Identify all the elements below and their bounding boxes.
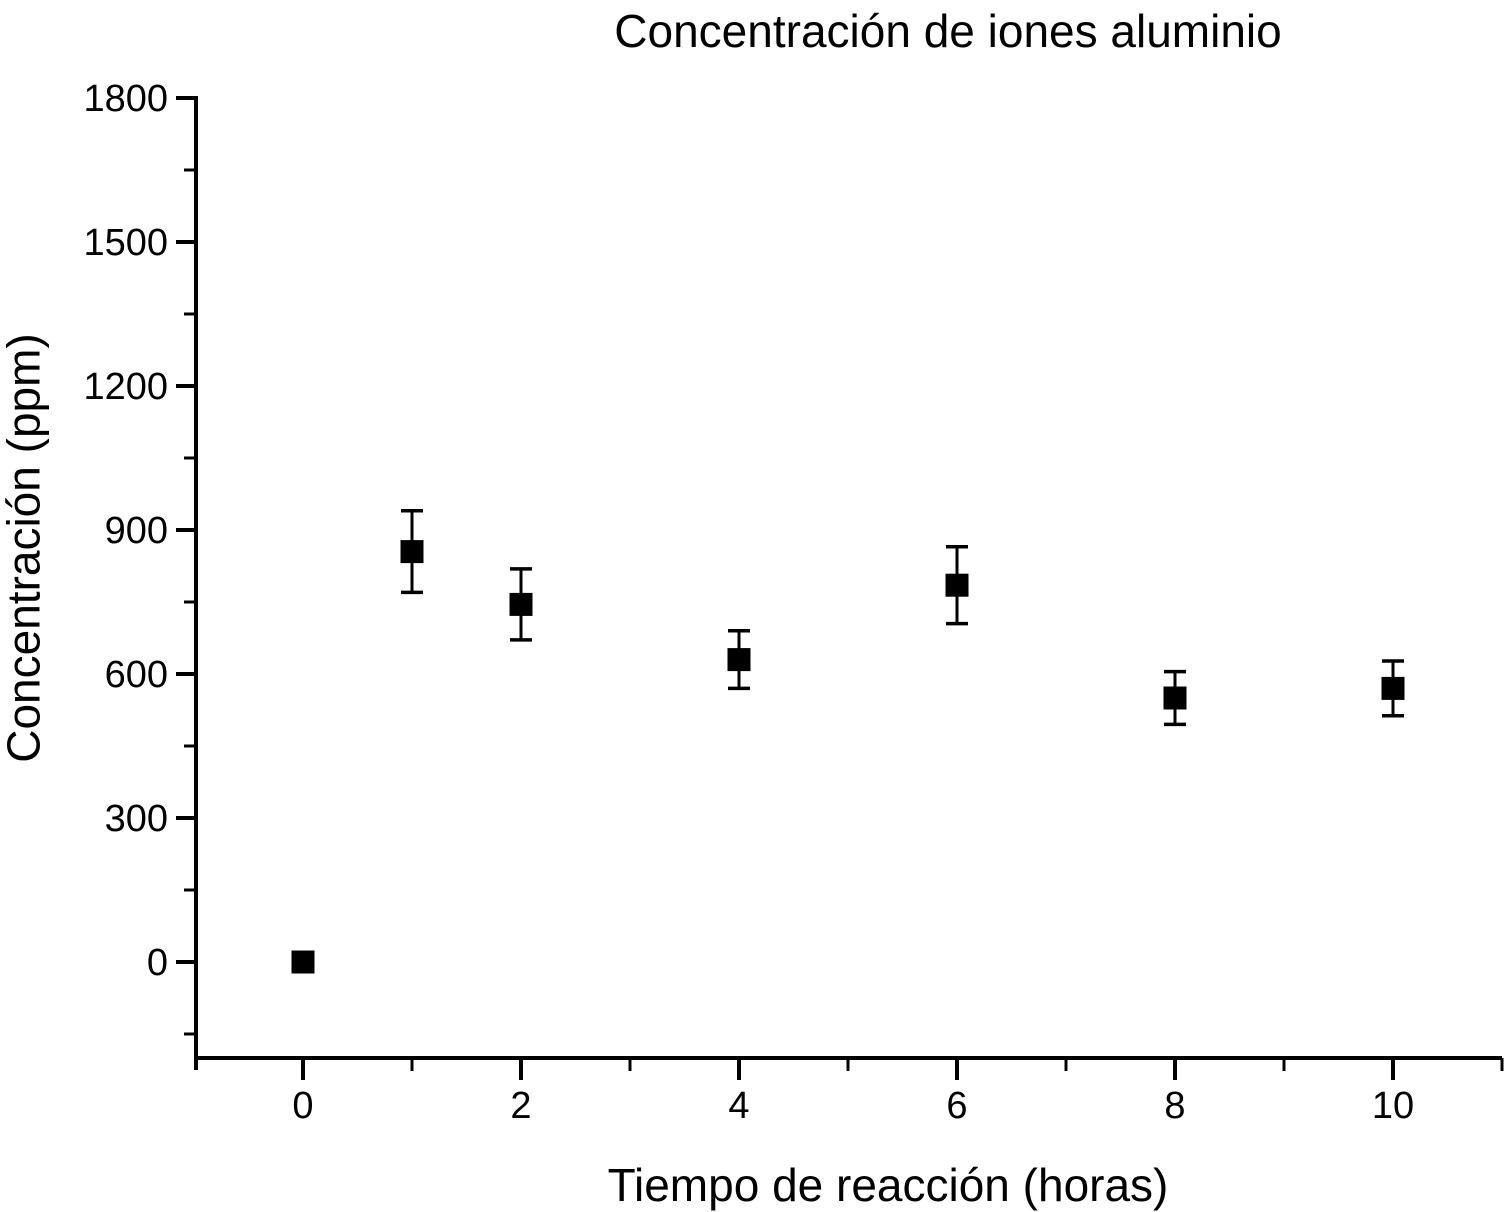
square-marker [1163, 686, 1187, 710]
x-axis-tick-labels: 0 2 4 6 8 10 [292, 1085, 1414, 1127]
data-series [291, 509, 1405, 974]
x-tick-label: 8 [1164, 1085, 1185, 1127]
data-point [727, 629, 751, 691]
x-tick-label: 0 [292, 1085, 313, 1127]
y-axis-tick-labels: 0 300 600 900 1200 1500 1800 [83, 78, 168, 984]
chart-title: Concentración de iones aluminio [614, 5, 1282, 57]
square-marker [945, 573, 969, 597]
square-marker [1381, 676, 1405, 700]
data-point [1163, 669, 1187, 727]
square-marker [509, 592, 533, 616]
y-tick-label: 600 [105, 654, 168, 696]
y-axis-ticks [176, 96, 196, 1036]
x-tick-label: 4 [728, 1085, 749, 1127]
y-tick-label: 300 [105, 798, 168, 840]
data-point [400, 509, 424, 595]
data-point [1381, 659, 1405, 718]
square-marker [291, 950, 315, 974]
x-tick-label: 6 [946, 1085, 967, 1127]
y-tick-label: 1800 [83, 78, 168, 120]
y-tick-label: 900 [105, 510, 168, 552]
y-tick-label: 0 [147, 942, 168, 984]
x-axis-label: Tiempo de reacción (horas) [607, 1159, 1169, 1211]
y-axis-label: Concentración (ppm) [0, 333, 50, 763]
x-axis-ticks [301, 1058, 1504, 1080]
data-point [945, 545, 969, 626]
square-marker [400, 540, 424, 564]
x-tick-label: 10 [1372, 1085, 1414, 1127]
axes [194, 96, 1502, 1070]
data-point [291, 950, 315, 974]
x-tick-label: 2 [510, 1085, 531, 1127]
y-tick-label: 1200 [83, 366, 168, 408]
square-marker [727, 648, 751, 672]
data-point [509, 567, 533, 642]
y-tick-label: 1500 [83, 222, 168, 264]
